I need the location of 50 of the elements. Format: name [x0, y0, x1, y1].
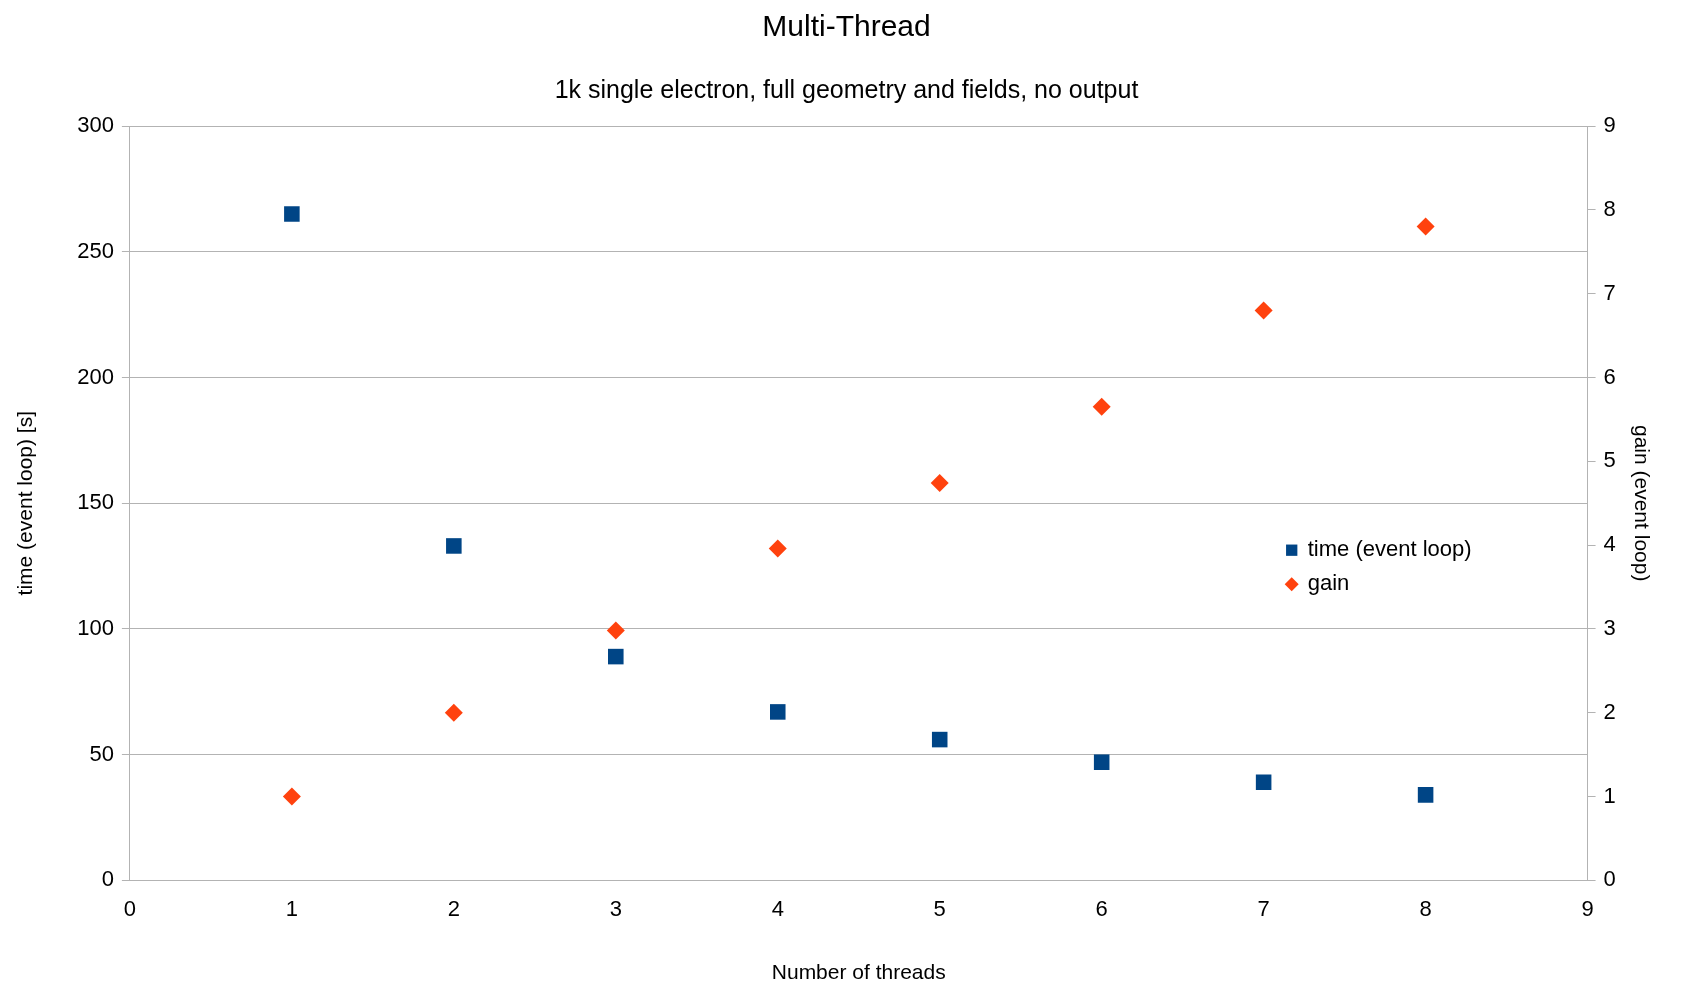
point: [446, 538, 462, 554]
point: [1255, 774, 1272, 791]
x-tick-label: 5: [933, 895, 946, 921]
x-tick-label: 6: [1095, 895, 1108, 921]
legend-label: time (event loop): [1307, 536, 1472, 562]
x-tick-label: 0: [123, 895, 137, 921]
y-tick-label: 300: [77, 112, 114, 138]
point: [1093, 754, 1110, 770]
y-tick-label: 0: [101, 866, 114, 892]
point: [608, 648, 624, 665]
point: [1254, 301, 1273, 320]
chart-subtitle: 1k single electron, full geometry and fields, no output: [554, 74, 1139, 103]
point: [1417, 787, 1434, 803]
y-tick-label: 100: [77, 615, 114, 640]
y2-tick-label: 5: [1603, 447, 1616, 473]
x-tick-label: 9: [1581, 895, 1594, 921]
y2-axis-title: gain (event loop): [1630, 424, 1654, 582]
y-tick-label: 150: [77, 489, 114, 515]
y2-tick-label: 0: [1603, 866, 1616, 892]
y-tick-label: 200: [77, 363, 114, 389]
point: [1416, 217, 1435, 236]
point: [284, 206, 300, 222]
point: [768, 539, 787, 558]
y-axis-title: time (event loop) [s]: [13, 411, 37, 596]
x-tick-label: 3: [609, 895, 622, 921]
point: [1092, 397, 1111, 416]
y2-tick-label: 4: [1603, 531, 1616, 557]
x-tick-label: 8: [1419, 895, 1432, 921]
y-tick-label: 250: [77, 237, 114, 263]
point: [606, 621, 625, 640]
legend-label: gain: [1307, 570, 1350, 596]
x-tick-label: 4: [771, 895, 784, 921]
point: [444, 703, 463, 722]
y2-tick-label: 7: [1603, 279, 1616, 305]
y2-tick-label: 1: [1603, 782, 1616, 808]
point: [931, 731, 948, 748]
chart-title: Multi-Thread: [762, 9, 931, 43]
y2-tick-label: 8: [1603, 195, 1616, 221]
y2-tick-label: 9: [1603, 112, 1616, 138]
point: [930, 474, 949, 493]
y2-tick-label: 3: [1603, 615, 1616, 640]
y2-tick-label: 6: [1603, 363, 1616, 389]
point: [282, 787, 301, 806]
x-tick-label: 1: [285, 895, 298, 921]
x-axis-title: Number of threads: [771, 960, 946, 984]
point: [769, 704, 786, 720]
x-tick-label: 2: [447, 895, 460, 921]
x-tick-label: 7: [1257, 895, 1270, 921]
y2-tick-label: 2: [1603, 698, 1616, 724]
y-tick-label: 50: [89, 740, 114, 766]
